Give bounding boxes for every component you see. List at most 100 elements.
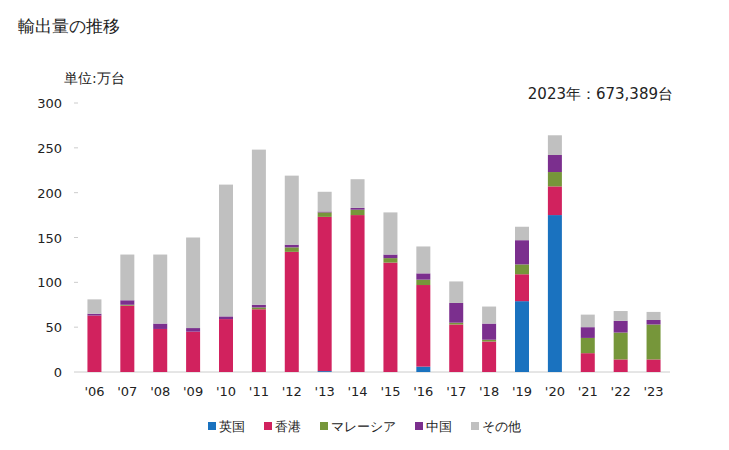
bar-segment	[449, 324, 463, 372]
bar-segment	[252, 307, 266, 309]
x-tick-label: '23	[643, 384, 663, 399]
bar-segment	[515, 240, 529, 264]
bar-segment	[351, 179, 365, 208]
bar-segment	[581, 327, 595, 338]
y-tick-label: 150	[37, 231, 62, 246]
bar-segment	[383, 255, 397, 259]
title: 輸出量の推移	[18, 16, 120, 36]
bar-segment	[120, 300, 134, 304]
bar-segment	[318, 217, 332, 371]
bar-segment	[581, 338, 595, 353]
bar-segment	[87, 299, 101, 313]
bar-segment	[120, 306, 134, 372]
bar-segment	[614, 359, 628, 372]
bar-segment	[548, 155, 562, 172]
x-tick-label: '08	[150, 384, 170, 399]
bar-segment	[548, 186, 562, 215]
x-tick-label: '09	[183, 384, 203, 399]
x-tick-label: '14	[347, 384, 367, 399]
x-tick-label: '18	[479, 384, 499, 399]
x-tick-label: '22	[611, 384, 631, 399]
bar-segment	[153, 324, 167, 329]
bar-segment	[383, 258, 397, 262]
y-tick	[74, 327, 78, 328]
y-tick-label: 50	[45, 320, 62, 335]
bar-segment	[482, 340, 496, 342]
bar-segment	[87, 314, 101, 316]
bar-segment	[120, 255, 134, 301]
bar-segment	[87, 316, 101, 372]
bar-segment	[351, 210, 365, 215]
bar-segment	[416, 273, 430, 279]
subtitle: 単位:万台	[64, 70, 125, 86]
bar-segment	[581, 353, 595, 372]
legend-label: マレーシア	[331, 419, 396, 434]
legend-swatch	[320, 422, 328, 430]
bar-segment	[219, 319, 233, 372]
y-tick	[74, 372, 78, 373]
y-tick-label: 0	[54, 365, 62, 380]
y-tick-label: 200	[37, 186, 62, 201]
bar-segment	[383, 212, 397, 254]
bar-segment	[219, 185, 233, 317]
x-tick-label: '13	[315, 384, 335, 399]
bar-segment	[515, 274, 529, 301]
bar-segment	[515, 264, 529, 274]
bar-segment	[548, 215, 562, 372]
bars	[87, 135, 660, 372]
legend-swatch	[471, 422, 479, 430]
x-tick-label: '21	[578, 384, 598, 399]
bar-segment	[548, 172, 562, 186]
bar-segment	[351, 208, 365, 210]
bar-segment	[482, 324, 496, 340]
bar-segment	[482, 307, 496, 324]
x-tick-label: '12	[282, 384, 302, 399]
bar-segment	[581, 315, 595, 328]
bar-segment	[351, 215, 365, 372]
bar-segment	[153, 255, 167, 324]
bar-segment	[285, 247, 299, 251]
bar-segment	[285, 176, 299, 245]
y-tick-label: 250	[37, 141, 62, 156]
y-tick-label: 100	[37, 275, 62, 290]
bar-segment	[252, 309, 266, 372]
y-tick	[74, 282, 78, 283]
bar-segment	[614, 311, 628, 321]
x-tick-label: '07	[117, 384, 137, 399]
bar-segment	[416, 367, 430, 372]
bar-segment	[647, 324, 661, 359]
bar-segment	[219, 316, 233, 319]
x-tick-label: '16	[413, 384, 433, 399]
bar-segment	[548, 135, 562, 155]
y-tick	[74, 237, 78, 238]
bar-segment	[647, 359, 661, 372]
bar-segment	[515, 227, 529, 240]
x-tick-label: '10	[216, 384, 236, 399]
bar-segment	[285, 245, 299, 248]
legend-swatch	[415, 422, 423, 430]
y-tick-label: 300	[37, 96, 62, 111]
legend-label: その他	[482, 419, 521, 434]
bar-segment	[383, 263, 397, 372]
bar-segment	[614, 321, 628, 333]
legend-swatch	[208, 422, 216, 430]
bar-segment	[153, 329, 167, 372]
y-tick	[74, 147, 78, 148]
bar-segment	[186, 328, 200, 332]
y-tick	[74, 103, 78, 104]
x-tick-label: '17	[446, 384, 466, 399]
bar-segment	[318, 192, 332, 212]
bar-segment	[482, 342, 496, 372]
bar-segment	[449, 323, 463, 325]
bar-segment	[449, 281, 463, 303]
x-tick-label: '19	[512, 384, 532, 399]
bar-segment	[416, 285, 430, 367]
bar-segment	[318, 212, 332, 216]
annotation: 2023年：673,389台	[528, 85, 673, 103]
bar-segment	[647, 312, 661, 320]
x-tick-label: '06	[84, 384, 104, 399]
bar-segment	[252, 150, 266, 305]
x-tick-label: '20	[545, 384, 565, 399]
bar-segment	[285, 252, 299, 372]
bar-segment	[515, 301, 529, 372]
